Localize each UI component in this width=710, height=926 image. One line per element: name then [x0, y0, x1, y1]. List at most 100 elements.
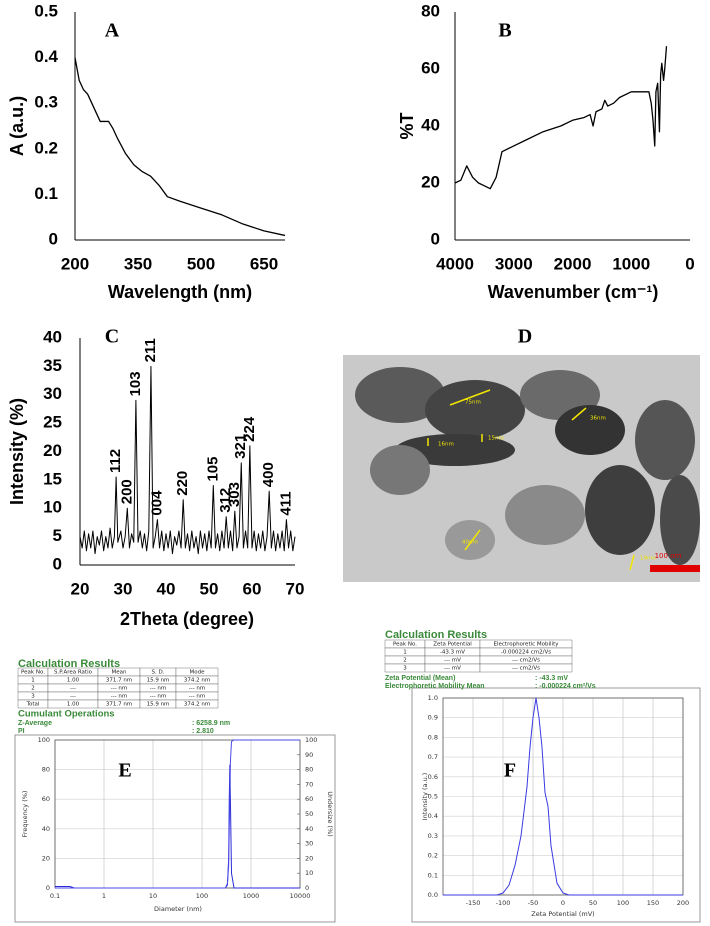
table-cell-text: 1 — [403, 650, 407, 656]
y-tick-label: 0.4 — [34, 47, 58, 66]
y2-tick-label: 100 — [305, 736, 317, 744]
peak-label: 211 — [142, 338, 159, 362]
x-tick-label: 0 — [561, 899, 565, 907]
y-tick-label: 20 — [421, 172, 440, 191]
table-cell-text: --- mV — [444, 658, 461, 664]
x-tick-label: 50 — [589, 899, 597, 907]
measure-line — [629, 554, 635, 571]
peak-label: 312 — [217, 488, 234, 513]
peak-label: 220 — [174, 471, 191, 496]
tem-image — [343, 355, 700, 582]
summary-name: PI — [18, 728, 25, 735]
table-header: S.P.Area Ratio — [54, 670, 93, 676]
measure-label: 19nm — [640, 556, 656, 562]
y-tick-label: 35 — [43, 356, 62, 375]
x-tick-label: 40 — [157, 579, 176, 598]
y2-tick-label: 50 — [305, 810, 313, 818]
x-tick-label: 10 — [149, 892, 157, 900]
x-tick-label: -150 — [466, 899, 481, 907]
x-tick-label: 4000 — [436, 254, 474, 273]
y-tick-label: 40 — [42, 825, 50, 833]
y2-tick-label: 60 — [305, 795, 313, 803]
particle — [555, 405, 625, 455]
peak-label: 224 — [241, 416, 258, 442]
particle — [370, 445, 430, 495]
particle — [660, 475, 700, 565]
y2-tick-label: 20 — [305, 854, 313, 862]
y-tick-label: 0.8 — [428, 733, 438, 741]
summary-value: : -0.000224 cm²/Vs — [535, 683, 596, 690]
table-cell-text: 1.00 — [67, 678, 80, 684]
peak-label: 200 — [118, 479, 135, 504]
particle — [505, 485, 585, 545]
summary-name: Electrophoretic Mobility Mean — [385, 683, 485, 690]
summary-value: : 6258.9 nm — [192, 720, 230, 727]
y-axis-label: Intensity (%) — [7, 398, 27, 505]
particle — [635, 400, 695, 480]
plot-frame — [442, 697, 684, 896]
x-tick-label: 150 — [647, 899, 659, 907]
y-tick-label: 0.4 — [428, 812, 438, 820]
x-tick-label: 0 — [685, 254, 694, 273]
table-cell-text: 374.2 nm — [184, 678, 210, 684]
table-cell-text: --- cm2/Vs — [512, 666, 540, 672]
table-cell-text: 2 — [31, 686, 35, 692]
x-tick-label: 60 — [243, 579, 262, 598]
y-tick-label: 10 — [43, 498, 62, 517]
y-tick-label: 0.3 — [34, 93, 58, 112]
x-tick-label: 650 — [250, 254, 278, 273]
panel-label: C — [105, 326, 119, 348]
measure-label: 15nm — [488, 436, 504, 442]
y2-tick-label: 10 — [305, 869, 313, 877]
table-cell-text: --- nm — [189, 694, 206, 700]
x-tick-label: 350 — [124, 254, 152, 273]
y-tick-label: 60 — [421, 58, 440, 77]
x-axis-label: Wavenumber (cm⁻¹) — [488, 282, 659, 302]
particle — [445, 520, 495, 560]
y-axis-label: Intensity (a.u.) — [421, 773, 429, 821]
y-tick-label: 0.6 — [428, 773, 438, 781]
summary-value: : 2.810 — [192, 728, 214, 735]
table-cell-text: Total — [26, 702, 40, 708]
y2-tick-label: 70 — [305, 780, 313, 788]
table-cell-text: 3 — [31, 694, 35, 700]
table-cell-text: 374.2 nm — [184, 702, 210, 708]
measure-label: 16nm — [438, 442, 454, 448]
particle — [585, 465, 655, 555]
table-header: Peak No. — [21, 670, 45, 676]
y-tick-label: 60 — [42, 795, 50, 803]
table-cell-text: --- cm2/Vs — [512, 658, 540, 664]
x-tick-label: 0.1 — [50, 892, 60, 900]
x-tick-label: 200 — [61, 254, 89, 273]
table-header: Peak No. — [393, 642, 417, 648]
y-tick-label: 20 — [43, 441, 62, 460]
y-tick-label: 1.0 — [428, 694, 438, 702]
y-tick-label: 15 — [43, 469, 62, 488]
x-tick-label: 20 — [71, 579, 90, 598]
data-line — [454, 46, 668, 190]
panel-label: E — [118, 760, 131, 782]
x-tick-label: 500 — [187, 254, 215, 273]
y-tick-label: 80 — [42, 766, 50, 774]
y2-tick-label: 0 — [305, 884, 309, 892]
y-tick-label: 40 — [43, 327, 62, 346]
table-cell-text: -43.3 mV — [440, 650, 465, 656]
table-cell-text: --- nm — [111, 694, 128, 700]
x-tick-label: 1 — [102, 892, 106, 900]
scale-bar-label: 100 nm — [655, 552, 682, 560]
table-header: Mean — [112, 670, 127, 676]
y2-tick-label: 90 — [305, 751, 313, 759]
data-line — [443, 697, 683, 896]
measure-line — [449, 389, 491, 406]
data-line — [74, 57, 286, 237]
results-title: Calculation Results — [18, 658, 120, 670]
measure-label: 36nm — [590, 416, 606, 422]
panel-label: A — [105, 20, 120, 42]
y-tick-label: 0.2 — [34, 138, 58, 157]
table-cell-text: 2 — [403, 658, 407, 664]
x-tick-label: 30 — [114, 579, 133, 598]
x-tick-label: 100 — [617, 899, 629, 907]
panel-label: B — [498, 20, 511, 42]
